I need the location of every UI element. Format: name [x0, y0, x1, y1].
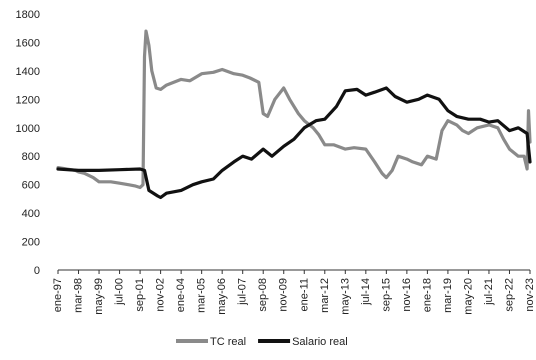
plot-area — [56, 29, 532, 200]
x-tick-label: jul-14 — [360, 278, 372, 306]
x-tick-label: nov-16 — [401, 278, 413, 312]
x-tick-label: may-06 — [216, 278, 228, 315]
x-tick-label: mar-98 — [73, 278, 85, 313]
x-tick-label: sep-08 — [257, 278, 269, 312]
legend-label: TC real — [210, 336, 246, 348]
y-tick-label: 800 — [22, 151, 40, 163]
x-tick-label: sep-22 — [503, 278, 515, 312]
y-tick-label: 400 — [22, 208, 40, 220]
x-tick-label: nov-02 — [155, 278, 167, 312]
y-tick-label: 600 — [22, 180, 40, 192]
x-tick-label: mar-12 — [319, 278, 331, 313]
y-tick-label: 1400 — [16, 66, 40, 78]
x-tick-label: sep-01 — [134, 278, 146, 312]
x-tick-label: may-13 — [339, 278, 351, 315]
x-tick-label: mar-05 — [196, 278, 208, 313]
y-tick-label: 1800 — [16, 9, 40, 21]
x-tick-label: nov-09 — [278, 278, 290, 312]
x-tick-label: ene-18 — [421, 278, 433, 312]
y-tick-label: 0 — [34, 265, 40, 277]
y-tick-label: 1200 — [16, 94, 40, 106]
x-tick-label: ene-11 — [298, 278, 310, 311]
series-line — [56, 29, 532, 190]
y-axis: 0 200 400 600 800 1000 1200 1400 1600 1800 — [16, 9, 40, 277]
y-tick-label: 1000 — [16, 123, 40, 135]
legend-label: Salario real — [292, 336, 348, 348]
x-tick-label: nov-23 — [524, 278, 536, 312]
legend: TC real Salario real — [176, 336, 348, 348]
series-line — [56, 86, 532, 200]
x-tick-label: ene-04 — [175, 278, 187, 312]
x-tick-label: mar-19 — [442, 278, 454, 313]
legend-item: Salario real — [258, 336, 348, 348]
x-tick-label: may-20 — [462, 278, 474, 315]
legend-item: TC real — [176, 336, 246, 348]
x-tick-label: jul-07 — [237, 278, 249, 306]
x-tick-label: jul-21 — [483, 278, 495, 306]
x-tick-label: ene-97 — [52, 278, 64, 312]
x-tick-label: may-99 — [93, 278, 105, 315]
x-tick-label: sep-15 — [380, 278, 392, 312]
y-tick-label: 1600 — [16, 37, 40, 49]
x-tick-label: jul-00 — [114, 278, 126, 306]
y-tick-label: 200 — [22, 237, 40, 249]
x-axis: ene-97 mar-98 may-99 jul-00 sep-01 nov-02 ene-… — [52, 269, 536, 315]
